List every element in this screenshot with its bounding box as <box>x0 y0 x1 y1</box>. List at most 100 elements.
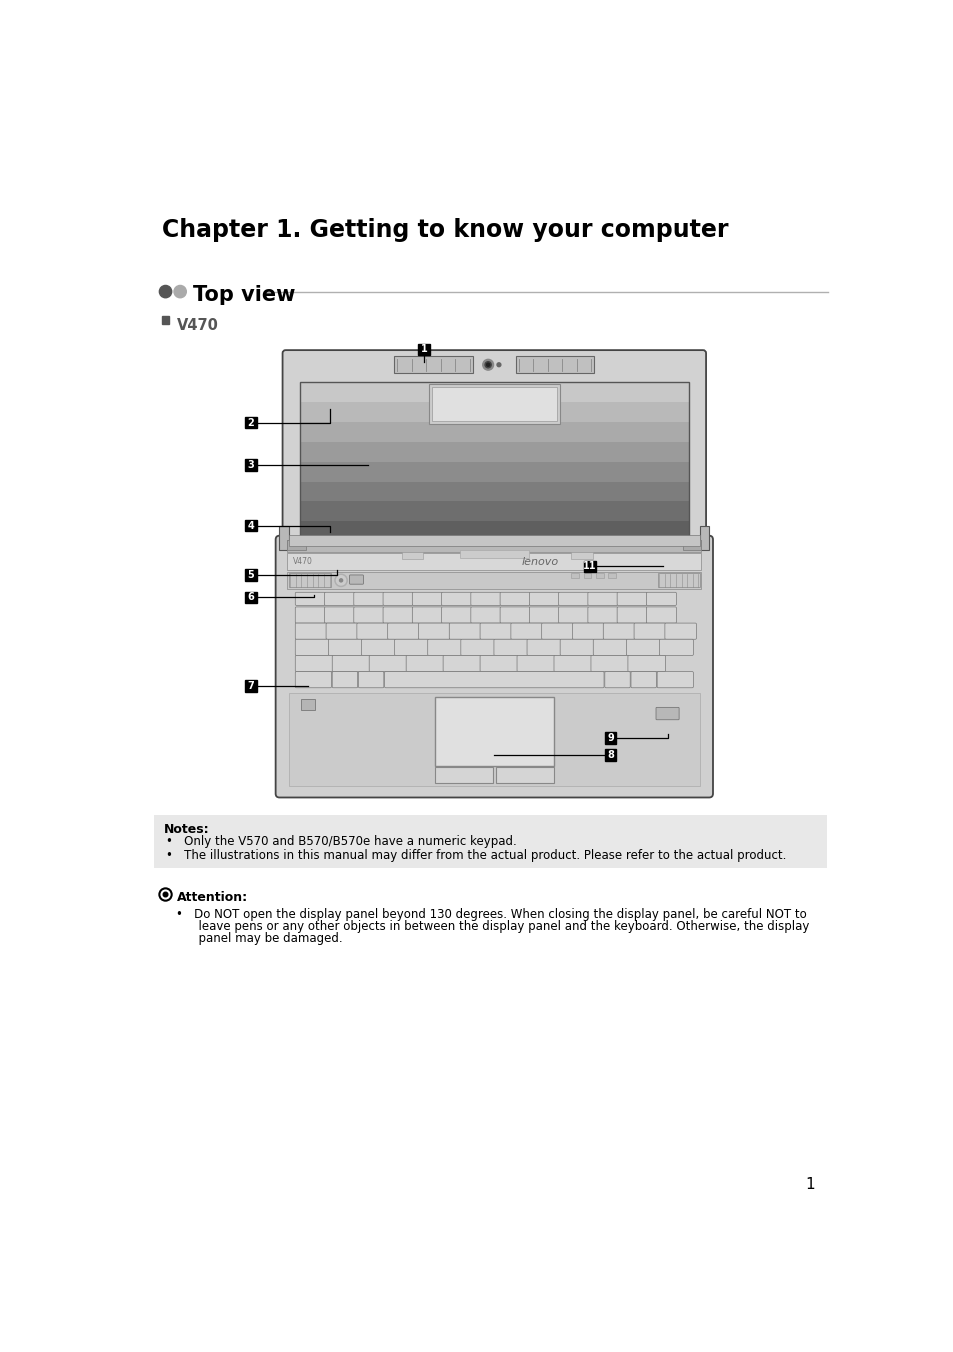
Bar <box>608 573 616 579</box>
Bar <box>299 403 688 422</box>
Bar <box>245 521 256 531</box>
Circle shape <box>497 362 500 366</box>
FancyBboxPatch shape <box>354 592 383 606</box>
FancyBboxPatch shape <box>295 623 327 639</box>
FancyBboxPatch shape <box>441 592 471 606</box>
Bar <box>299 383 688 541</box>
Text: Notes:: Notes: <box>164 823 210 836</box>
Circle shape <box>486 364 489 366</box>
FancyBboxPatch shape <box>356 623 388 639</box>
Bar <box>682 539 700 550</box>
FancyBboxPatch shape <box>554 656 591 672</box>
FancyBboxPatch shape <box>387 623 418 639</box>
Bar <box>153 815 826 868</box>
FancyBboxPatch shape <box>295 607 325 623</box>
Bar <box>604 733 616 744</box>
Bar <box>299 522 688 541</box>
Bar <box>289 692 700 786</box>
Circle shape <box>173 285 186 297</box>
FancyBboxPatch shape <box>282 350 705 549</box>
FancyBboxPatch shape <box>418 623 450 639</box>
FancyBboxPatch shape <box>646 607 676 623</box>
FancyBboxPatch shape <box>526 639 560 656</box>
Text: Top view: Top view <box>193 285 295 306</box>
Bar <box>394 357 473 373</box>
FancyBboxPatch shape <box>471 592 500 606</box>
Circle shape <box>336 576 345 585</box>
FancyBboxPatch shape <box>572 623 603 639</box>
Bar <box>571 552 592 558</box>
Bar <box>459 549 528 558</box>
Bar <box>301 699 314 710</box>
FancyBboxPatch shape <box>460 639 495 656</box>
Text: V470: V470 <box>177 318 219 333</box>
Bar <box>604 749 616 761</box>
Bar <box>287 553 700 571</box>
Bar <box>287 539 700 552</box>
FancyBboxPatch shape <box>295 639 329 656</box>
FancyBboxPatch shape <box>626 639 659 656</box>
Bar <box>299 442 688 462</box>
Bar <box>287 572 700 589</box>
FancyBboxPatch shape <box>324 607 355 623</box>
Circle shape <box>163 892 168 896</box>
Bar <box>245 569 256 581</box>
FancyBboxPatch shape <box>349 575 363 584</box>
FancyBboxPatch shape <box>630 672 656 688</box>
Text: 8: 8 <box>606 750 614 760</box>
FancyBboxPatch shape <box>471 607 500 623</box>
Bar <box>245 416 256 429</box>
FancyBboxPatch shape <box>275 535 712 798</box>
FancyBboxPatch shape <box>332 656 370 672</box>
FancyBboxPatch shape <box>559 639 594 656</box>
FancyBboxPatch shape <box>541 623 573 639</box>
Text: 11: 11 <box>582 561 596 572</box>
FancyBboxPatch shape <box>656 707 679 719</box>
Text: leave pens or any other objects in between the display panel and the keyboard. O: leave pens or any other objects in betwe… <box>175 919 808 933</box>
Text: 2: 2 <box>248 418 254 427</box>
Bar <box>401 552 423 558</box>
Bar <box>289 535 700 546</box>
Bar <box>245 592 256 603</box>
FancyBboxPatch shape <box>587 592 618 606</box>
FancyBboxPatch shape <box>324 592 355 606</box>
Bar <box>435 696 554 767</box>
Bar <box>299 502 688 522</box>
Bar <box>299 481 688 502</box>
FancyBboxPatch shape <box>558 607 588 623</box>
Text: lenovo: lenovo <box>521 557 558 566</box>
FancyBboxPatch shape <box>427 639 461 656</box>
FancyBboxPatch shape <box>406 656 443 672</box>
Bar <box>583 573 591 579</box>
FancyBboxPatch shape <box>604 672 630 688</box>
FancyBboxPatch shape <box>617 592 646 606</box>
FancyBboxPatch shape <box>587 607 618 623</box>
Bar <box>429 384 559 425</box>
Bar <box>596 573 603 579</box>
FancyBboxPatch shape <box>328 639 362 656</box>
Text: 9: 9 <box>606 733 614 744</box>
Text: 1: 1 <box>804 1178 814 1192</box>
Text: Attention:: Attention: <box>177 891 248 903</box>
FancyBboxPatch shape <box>384 672 603 688</box>
Bar <box>496 768 554 783</box>
Bar <box>299 383 688 403</box>
Text: 4: 4 <box>248 521 254 531</box>
FancyBboxPatch shape <box>634 623 665 639</box>
FancyBboxPatch shape <box>295 672 331 688</box>
Bar <box>700 526 708 549</box>
Text: 5: 5 <box>248 571 254 580</box>
Bar <box>418 343 430 356</box>
Bar <box>299 422 688 442</box>
FancyBboxPatch shape <box>479 656 517 672</box>
Circle shape <box>159 285 172 297</box>
FancyBboxPatch shape <box>529 592 558 606</box>
Text: •   Only the V570 and B570/B570e have a numeric keypad.: • Only the V570 and B570/B570e have a nu… <box>166 836 517 848</box>
Bar <box>571 573 578 579</box>
Bar <box>299 462 688 481</box>
Text: V470: V470 <box>293 557 313 566</box>
FancyBboxPatch shape <box>657 672 693 688</box>
Circle shape <box>482 360 493 370</box>
FancyBboxPatch shape <box>361 639 395 656</box>
Bar <box>245 460 256 470</box>
